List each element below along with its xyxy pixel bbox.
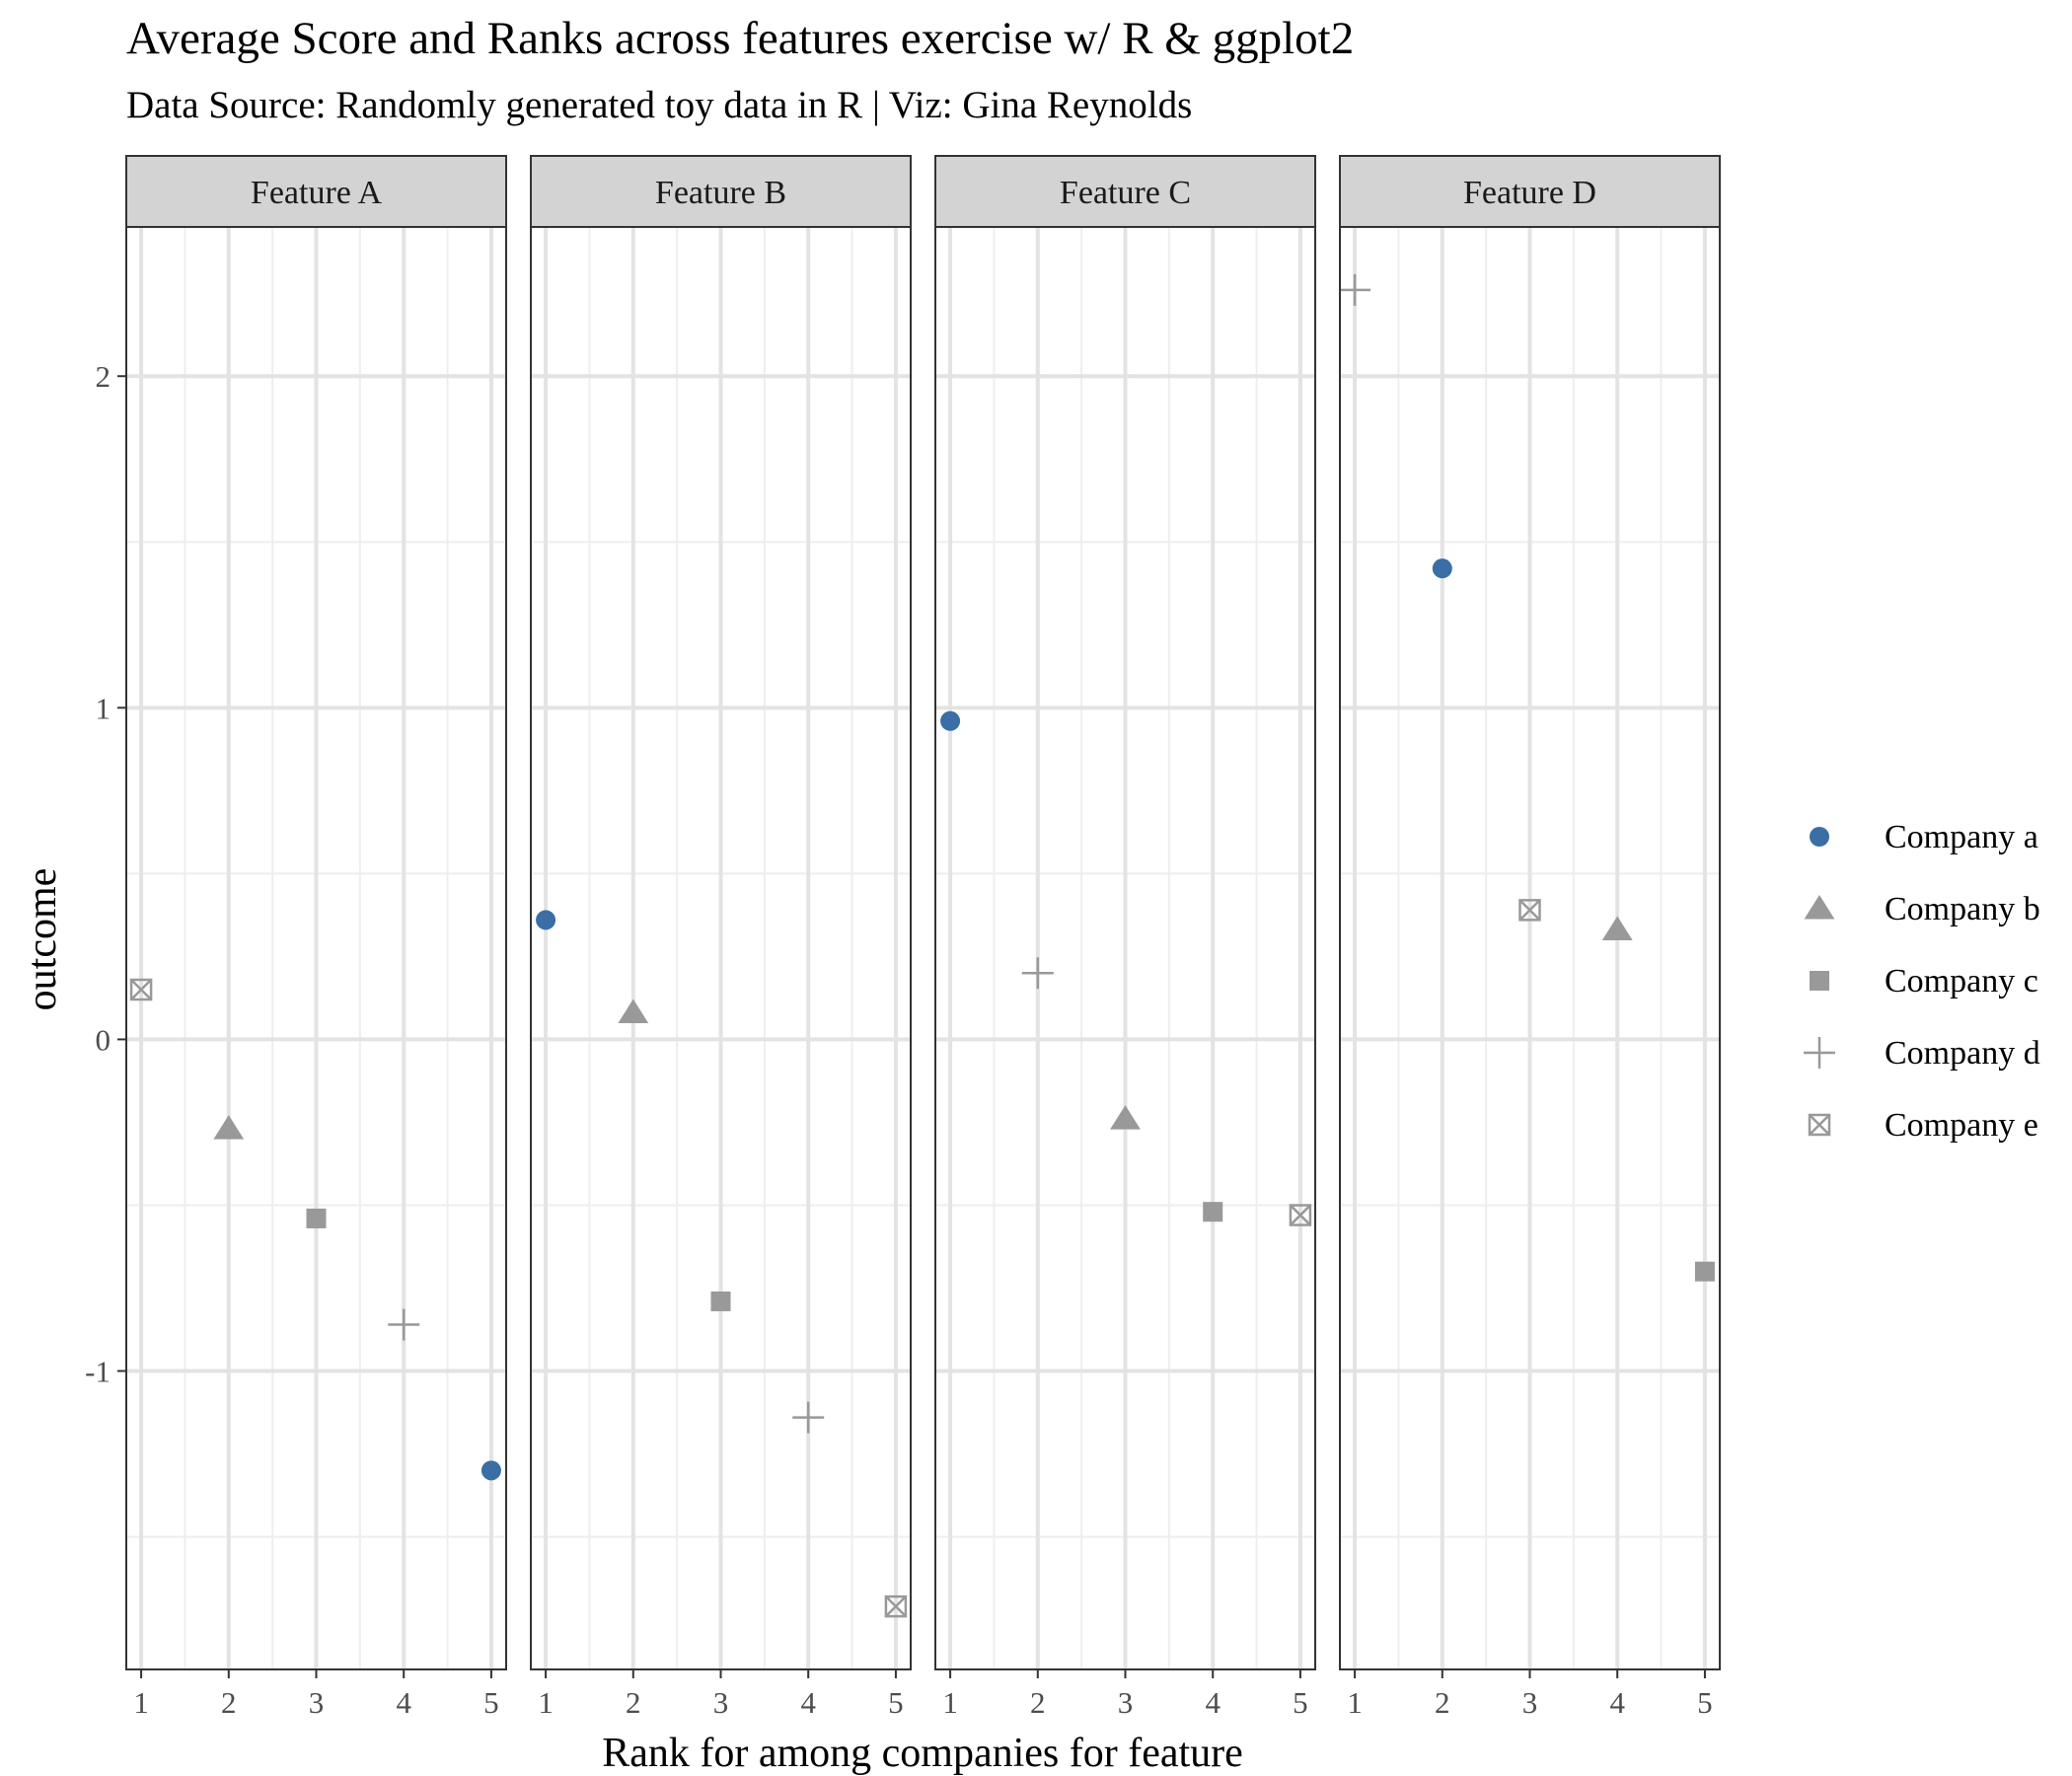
x-tick-label: 5 — [1293, 1685, 1308, 1720]
legend-key-company-d — [1804, 1037, 1835, 1069]
marker-box — [1518, 899, 1541, 922]
legend-key-company-b — [1804, 895, 1835, 920]
marker-box — [884, 1594, 908, 1618]
legend-label: Company d — [1885, 1035, 2040, 1072]
x-tick-label: 1 — [1347, 1685, 1363, 1720]
panel-border — [934, 226, 1316, 1670]
legend-key-company-a — [1810, 827, 1829, 847]
points-feature-b — [536, 910, 908, 1618]
legend-label: Company e — [1885, 1107, 2038, 1144]
facet-strip-label: Feature A — [251, 175, 383, 211]
data-point-company-c — [1694, 1261, 1715, 1282]
legend-label: Company a — [1885, 819, 2038, 855]
data-point-company-e — [884, 1594, 908, 1618]
facet-strip — [530, 155, 912, 228]
points-feature-d — [1340, 273, 1715, 1282]
legend-label: Company c — [1885, 963, 2038, 999]
data-point-company-d — [1021, 957, 1054, 990]
data-point-company-c — [1203, 1202, 1223, 1222]
panel-border — [530, 226, 912, 1670]
y-axis-label: outcome — [20, 868, 65, 1011]
x-tick-label: 4 — [800, 1685, 816, 1720]
data-point-company-a — [536, 910, 556, 930]
facet-strip — [934, 155, 1316, 228]
legend-item-company-b: Company b — [1804, 891, 2040, 927]
data-point-company-b — [1110, 1105, 1141, 1130]
legend-item-company-d: Company d — [1804, 1035, 2040, 1072]
x-tick-label: 2 — [1435, 1685, 1450, 1720]
data-point-company-c — [710, 1291, 731, 1311]
x-tick-label: 4 — [1609, 1685, 1625, 1720]
facet-strip-label: Feature B — [655, 175, 786, 211]
chart-title: Average Score and Ranks across features … — [126, 13, 1355, 64]
legend-key-company-e — [1808, 1113, 1831, 1137]
facet-strip-label: Feature D — [1463, 175, 1596, 211]
y-tick-label: -1 — [85, 1355, 111, 1389]
legend-key-company-c — [1810, 971, 1829, 991]
data-point-company-a — [940, 710, 961, 731]
points-feature-a — [129, 978, 501, 1481]
data-point-company-c — [306, 1208, 327, 1228]
legend-item-company-c: Company c — [1810, 963, 2038, 999]
panel-feature-c: Feature C 1 2 3 4 5 — [934, 155, 1316, 1720]
x-tick-label: 2 — [221, 1685, 237, 1720]
x-tick-label: 2 — [626, 1685, 641, 1720]
legend-item-company-e: Company e — [1808, 1107, 2038, 1144]
marker-cross — [130, 979, 152, 1000]
data-point-company-e — [129, 978, 153, 1001]
data-point-company-e — [1289, 1204, 1312, 1226]
x-tick-label: 5 — [1697, 1685, 1713, 1720]
facet-strip-label: Feature C — [1060, 175, 1191, 211]
data-point-company-d — [792, 1401, 825, 1434]
panel-feature-a: Feature A 1 2 3 4 5 — [125, 155, 507, 1720]
data-point-company-a — [1432, 558, 1452, 579]
panel-border — [1339, 226, 1721, 1670]
marker-box — [1808, 1113, 1831, 1137]
panel-feature-d: Feature D 1 2 3 4 5 — [1339, 155, 1721, 1720]
panels-layer: Feature A 1 2 3 4 5 Feature B 1 2 3 4 5 Feature C 1 2 3… — [85, 155, 1721, 1720]
x-tick-label: 3 — [713, 1685, 729, 1720]
x-tick-label: 3 — [1522, 1685, 1538, 1720]
panel-feature-b: Feature B 1 2 3 4 5 — [530, 155, 912, 1720]
x-tick-label: 3 — [1118, 1685, 1134, 1720]
data-point-company-b — [213, 1115, 245, 1140]
y-tick-label: 2 — [96, 359, 111, 394]
data-point-company-e — [1518, 899, 1541, 922]
marker-cross — [1290, 1204, 1311, 1226]
y-axis: 2 1 0 -1 — [85, 359, 126, 1389]
marker-cross — [885, 1595, 907, 1618]
y-tick-label: 1 — [96, 691, 111, 725]
marker-box — [129, 978, 153, 1001]
data-point-company-d — [1340, 273, 1371, 306]
x-tick-label: 4 — [396, 1685, 411, 1720]
data-point-company-b — [1601, 916, 1633, 941]
x-tick-label: 4 — [1205, 1685, 1221, 1720]
x-tick-label: 2 — [1030, 1685, 1046, 1720]
x-tick-label: 5 — [483, 1685, 499, 1720]
data-point-company-b — [618, 999, 649, 1024]
marker-cross — [1809, 1114, 1830, 1136]
x-tick-label: 5 — [888, 1685, 904, 1720]
x-tick-label: 3 — [309, 1685, 325, 1720]
x-tick-label: 1 — [133, 1685, 149, 1720]
marker-box — [1289, 1204, 1312, 1226]
x-tick-label: 1 — [538, 1685, 554, 1720]
marker-cross — [1518, 899, 1541, 922]
chart-subtitle: Data Source: Randomly generated toy data… — [126, 84, 1193, 126]
facet-strip — [1339, 155, 1721, 228]
panel-border — [125, 226, 507, 1670]
x-axis-label: Rank for among companies for feature — [602, 1731, 1243, 1776]
legend-label: Company b — [1885, 891, 2040, 927]
legend: Company a Company b Company c Company d Comp… — [1804, 819, 2040, 1144]
data-point-company-a — [481, 1460, 501, 1481]
points-feature-c — [940, 710, 1312, 1226]
x-tick-label: 1 — [942, 1685, 958, 1720]
data-point-company-d — [388, 1308, 420, 1341]
y-tick-label: 0 — [96, 1022, 111, 1057]
legend-item-company-a: Company a — [1810, 819, 2038, 855]
